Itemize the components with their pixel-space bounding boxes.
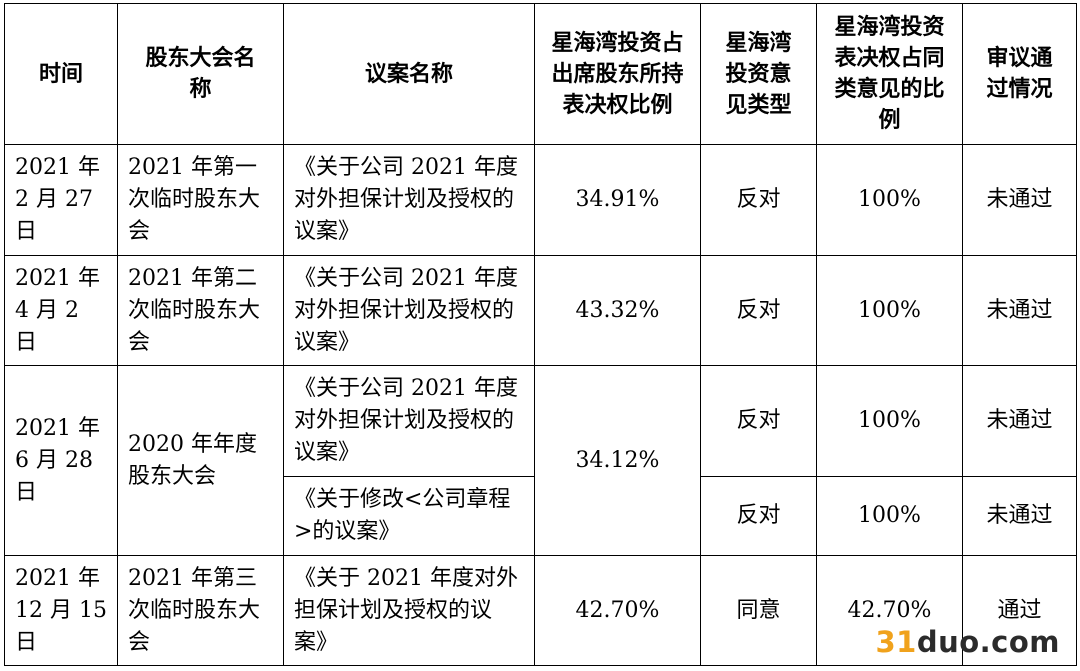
cell-meeting: 2021 年第一次临时股东大会 — [117, 144, 284, 256]
cell-result: 通过 — [962, 555, 1077, 666]
header-opinion-type: 星海湾投资意见类型 — [700, 3, 817, 145]
shareholder-voting-table: 时间 股东大会名称 议案名称 星海湾投资占出席股东所持表决权比例 星海湾投资意见… — [4, 3, 1077, 666]
cell-result: 未通过 — [962, 365, 1077, 477]
header-time: 时间 — [4, 3, 118, 145]
cell-share: 100% — [816, 476, 963, 556]
cell-result: 未通过 — [962, 476, 1077, 556]
cell-proposal: 《关于公司 2021 年度对外担保计划及授权的议案》 — [283, 365, 535, 477]
cell-opinion: 反对 — [700, 365, 817, 477]
cell-ratio: 42.70% — [534, 555, 701, 666]
cell-proposal: 《关于公司 2021 年度对外担保计划及授权的议案》 — [283, 255, 535, 366]
cell-proposal: 《关于修改<公司章程>的议案》 — [283, 476, 535, 556]
header-vote-ratio: 星海湾投资占出席股东所持表决权比例 — [534, 3, 701, 145]
cell-ratio: 43.32% — [534, 255, 701, 366]
cell-opinion: 反对 — [700, 255, 817, 366]
table-row: 《关于修改<公司章程>的议案》 反对 100% 未通过 — [5, 476, 1077, 556]
header-result: 审议通过情况 — [962, 3, 1077, 145]
cell-share: 100% — [816, 144, 963, 256]
cell-result: 未通过 — [962, 255, 1077, 366]
cell-meeting: 2021 年第二次临时股东大会 — [117, 255, 284, 366]
watermark-word: duo — [916, 625, 980, 659]
cell-result: 未通过 — [962, 144, 1077, 256]
cell-ratio: 34.12% — [534, 365, 701, 556]
table-row: 2021 年 12 月 15 日 2021 年第三次临时股东大会 《关于 202… — [4, 555, 1077, 666]
cell-ratio: 34.91% — [534, 144, 701, 256]
cell-opinion: 同意 — [700, 555, 817, 666]
cell-share: 100% — [816, 255, 963, 366]
cell-proposal: 《关于 2021 年度对外担保计划及授权的议案》 — [283, 555, 535, 666]
cell-share: 42.70% — [816, 555, 963, 666]
cell-meeting: 2020 年年度股东大会 — [117, 365, 284, 556]
cell-opinion: 反对 — [700, 144, 817, 256]
header-row: 时间 股东大会名称 议案名称 星海湾投资占出席股东所持表决权比例 星海湾投资意见… — [4, 3, 1077, 145]
cell-time: 2021 年 6 月 28 日 — [4, 365, 118, 556]
cell-opinion: 反对 — [700, 476, 817, 556]
watermark-logo: 31duo.com — [875, 625, 1060, 659]
table-row: 2021 年 4 月 2 日 2021 年第二次临时股东大会 《关于公司 202… — [4, 255, 1077, 366]
header-meeting-name: 股东大会名称 — [117, 3, 284, 145]
cell-time: 2021 年 12 月 15 日 — [4, 555, 118, 666]
cell-proposal: 《关于公司 2021 年度对外担保计划及授权的议案》 — [283, 144, 535, 256]
table-row: 2021 年 6 月 28 日 2020 年年度股东大会 《关于公司 2021 … — [4, 365, 1077, 556]
cell-share: 100% — [816, 365, 963, 477]
header-proposal-name: 议案名称 — [283, 3, 535, 145]
cell-meeting: 2021 年第三次临时股东大会 — [117, 555, 284, 666]
watermark-tld: .com — [979, 625, 1060, 659]
cell-time: 2021 年 2 月 27 日 — [4, 144, 118, 256]
header-same-opinion-share: 星海湾投资表决权占同类意见的比例 — [816, 3, 963, 145]
table-row: 2021 年 2 月 27 日 2021 年第一次临时股东大会 《关于公司 20… — [4, 144, 1077, 256]
watermark-number: 31 — [875, 625, 917, 659]
cell-time: 2021 年 4 月 2 日 — [4, 255, 118, 366]
